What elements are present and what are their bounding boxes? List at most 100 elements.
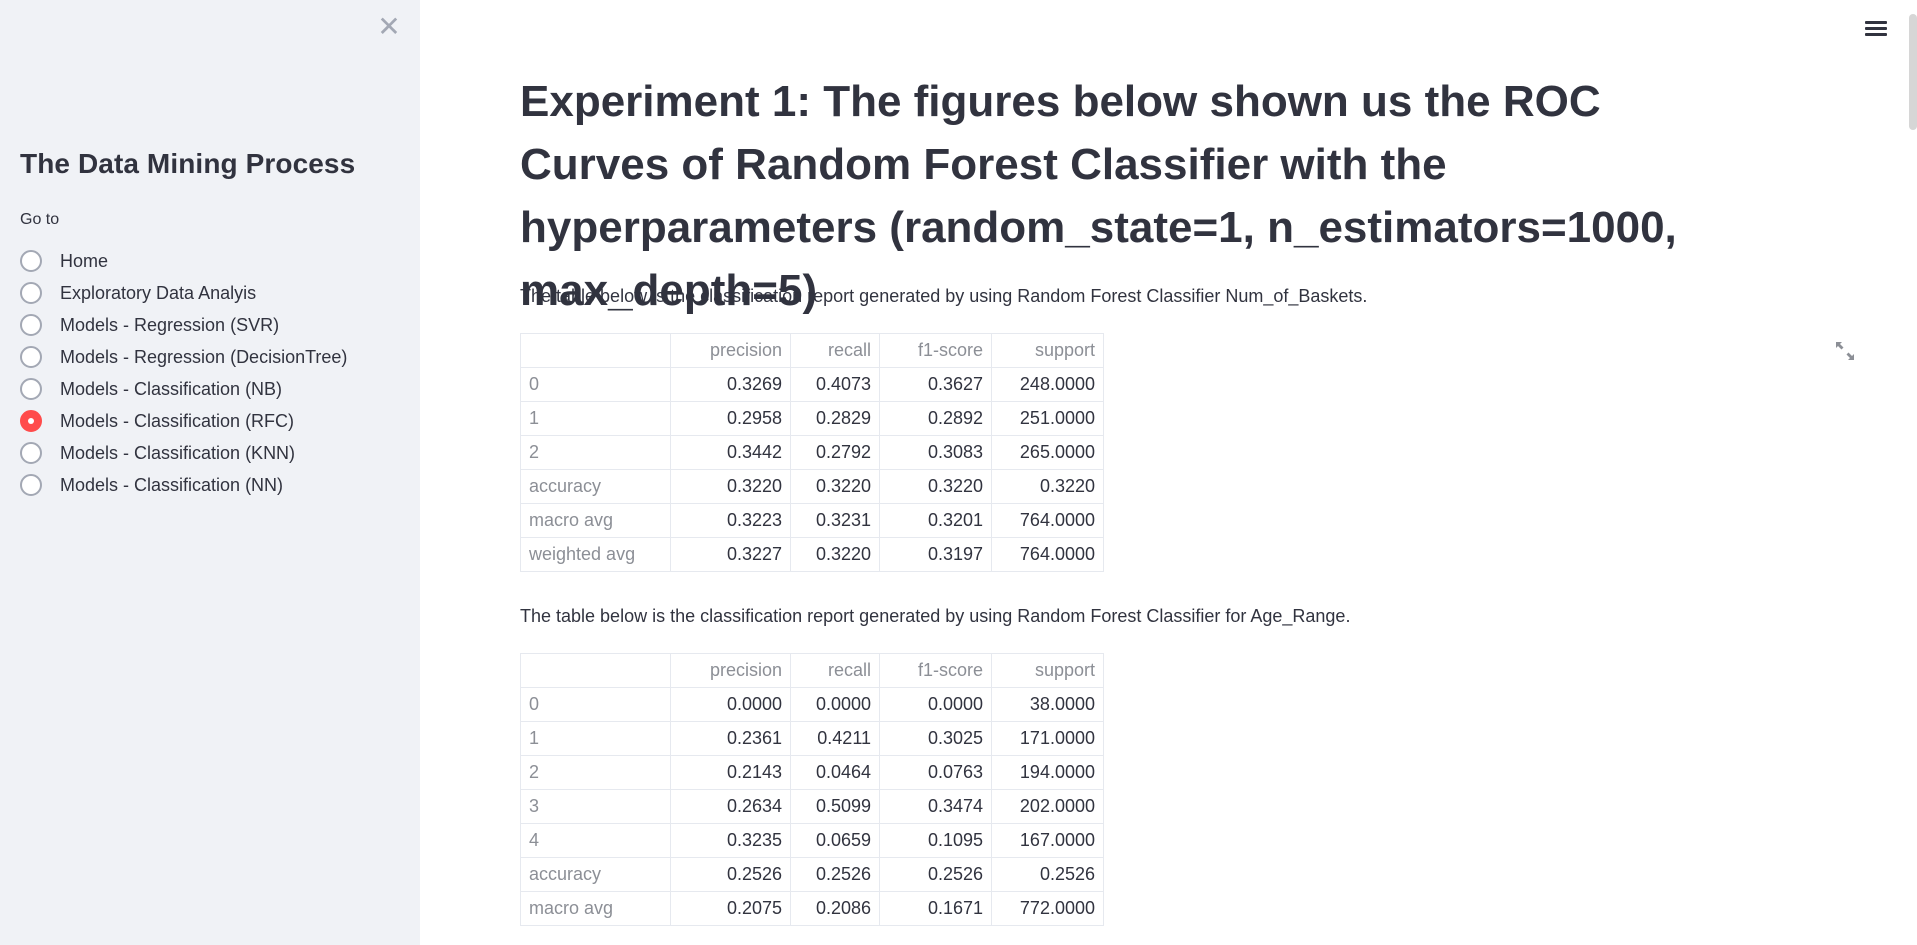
table-cell: 0.2075 [670, 891, 791, 926]
column-header[interactable]: precision [670, 333, 791, 368]
column-header[interactable] [520, 333, 671, 368]
column-header[interactable]: support [991, 333, 1104, 368]
column-header[interactable]: recall [790, 333, 880, 368]
table-cell: 167.0000 [991, 823, 1104, 858]
table-cell: 0.3220 [879, 469, 992, 504]
radio-button[interactable] [20, 442, 42, 464]
column-header[interactable]: recall [790, 653, 880, 688]
fullscreen-expand-icon[interactable] [1834, 340, 1856, 362]
table-header-row: precision recall f1-score support [520, 333, 1104, 368]
table-row: macro avg 0.2075 0.2086 0.1671 772.0000 [520, 891, 1104, 926]
close-icon[interactable]: ✕ [377, 10, 401, 43]
table-cell: 194.0000 [991, 755, 1104, 790]
table-cell: 248.0000 [991, 367, 1104, 402]
classification-report-table-age-range: precision recall f1-score support 0 0.00… [520, 653, 1104, 926]
table-cell: 0.0000 [670, 687, 791, 722]
table-row: 0 0.0000 0.0000 0.0000 38.0000 [520, 687, 1104, 722]
table-cell: 0.3220 [790, 469, 880, 504]
table-cell: 0.0000 [879, 687, 992, 722]
table-cell: 38.0000 [991, 687, 1104, 722]
table-cell: 0.3025 [879, 721, 992, 756]
table-cell: 0.2892 [879, 401, 992, 436]
table-cell: 0.4073 [790, 367, 880, 402]
radio-label: Models - Regression (DecisionTree) [60, 346, 348, 367]
radio-option-regression-svr[interactable]: Models - Regression (SVR) [20, 309, 347, 341]
table-cell: 0.3442 [670, 435, 791, 470]
page-heading: Experiment 1: The figures below shown us… [520, 77, 1677, 315]
row-header: accuracy [520, 857, 671, 892]
table-row: macro avg 0.3223 0.3231 0.3201 764.0000 [520, 503, 1104, 538]
radio-button[interactable] [20, 250, 42, 272]
table-cell: 0.3223 [670, 503, 791, 538]
radio-option-home[interactable]: Home [20, 245, 347, 277]
table-cell: 0.0464 [790, 755, 880, 790]
classification-report-table-baskets: precision recall f1-score support 0 0.32… [520, 333, 1104, 572]
radio-label: Models - Classification (NB) [60, 378, 283, 399]
table-cell: 764.0000 [991, 537, 1104, 572]
radio-option-regression-decisiontree[interactable]: Models - Regression (DecisionTree) [20, 341, 347, 373]
table-row: 1 0.2958 0.2829 0.2892 251.0000 [520, 401, 1104, 436]
row-header: 0 [520, 367, 671, 402]
row-header: 1 [520, 721, 671, 756]
main-content: Experiment 1: The figures below shown us… [420, 0, 1917, 945]
table-cell: 0.3235 [670, 823, 791, 858]
table-cell: 0.3231 [790, 503, 880, 538]
table-cell: 0.3220 [991, 469, 1104, 504]
table-row: 4 0.3235 0.0659 0.1095 167.0000 [520, 823, 1104, 858]
radio-option-classification-knn[interactable]: Models - Classification (KNN) [20, 437, 347, 469]
radio-button[interactable] [20, 474, 42, 496]
table-cell: 0.2526 [790, 857, 880, 892]
table-cell: 0.3227 [670, 537, 791, 572]
table-cell: 0.2143 [670, 755, 791, 790]
radio-button[interactable] [20, 346, 42, 368]
row-header: 1 [520, 401, 671, 436]
menu-bar [1865, 27, 1887, 30]
row-header: accuracy [520, 469, 671, 504]
table-cell: 0.2958 [670, 401, 791, 436]
radio-button[interactable] [20, 378, 42, 400]
row-header: 2 [520, 435, 671, 470]
table-cell: 0.2792 [790, 435, 880, 470]
radio-button-selected[interactable] [20, 410, 42, 432]
table-cell: 0.3220 [670, 469, 791, 504]
menu-bar [1865, 21, 1887, 24]
column-header[interactable] [520, 653, 671, 688]
radio-option-classification-nn[interactable]: Models - Classification (NN) [20, 469, 347, 501]
table-cell: 0.3083 [879, 435, 992, 470]
radio-option-classification-nb[interactable]: Models - Classification (NB) [20, 373, 347, 405]
row-header: macro avg [520, 891, 671, 926]
table-cell: 0.3201 [879, 503, 992, 538]
table-cell: 764.0000 [991, 503, 1104, 538]
radio-option-classification-rfc[interactable]: Models - Classification (RFC) [20, 405, 347, 437]
table-cell: 251.0000 [991, 401, 1104, 436]
radio-button[interactable] [20, 314, 42, 336]
column-header[interactable]: f1-score [879, 653, 992, 688]
table-row: 2 0.3442 0.2792 0.3083 265.0000 [520, 435, 1104, 470]
row-header: 3 [520, 789, 671, 824]
radio-label: Home [60, 250, 109, 271]
table1-description: The table below is the classification re… [520, 286, 1368, 306]
table-cell: 0.1671 [879, 891, 992, 926]
table-row: 1 0.2361 0.4211 0.3025 171.0000 [520, 721, 1104, 756]
table-header-row: precision recall f1-score support [520, 653, 1104, 688]
column-header[interactable]: f1-score [879, 333, 992, 368]
table-row: weighted avg 0.3227 0.3220 0.3197 764.00… [520, 537, 1104, 572]
radio-label: Models - Classification (NN) [60, 474, 284, 495]
column-header[interactable]: precision [670, 653, 791, 688]
table-cell: 0.2829 [790, 401, 880, 436]
table-cell: 0.3627 [879, 367, 992, 402]
column-header[interactable]: support [991, 653, 1104, 688]
table-cell: 0.2526 [670, 857, 791, 892]
hamburger-menu-icon[interactable] [1865, 18, 1887, 40]
radio-option-eda[interactable]: Exploratory Data Analyis [20, 277, 347, 309]
scrollbar-thumb[interactable] [1909, 14, 1917, 130]
table-cell: 0.0000 [790, 687, 880, 722]
table2-description: The table below is the classification re… [520, 606, 1351, 626]
table-row: 3 0.2634 0.5099 0.3474 202.0000 [520, 789, 1104, 824]
table-cell: 0.0763 [879, 755, 992, 790]
radio-button[interactable] [20, 282, 42, 304]
table-row: 2 0.2143 0.0464 0.0763 194.0000 [520, 755, 1104, 790]
table-cell: 0.2361 [670, 721, 791, 756]
table-cell: 0.4211 [790, 721, 880, 756]
